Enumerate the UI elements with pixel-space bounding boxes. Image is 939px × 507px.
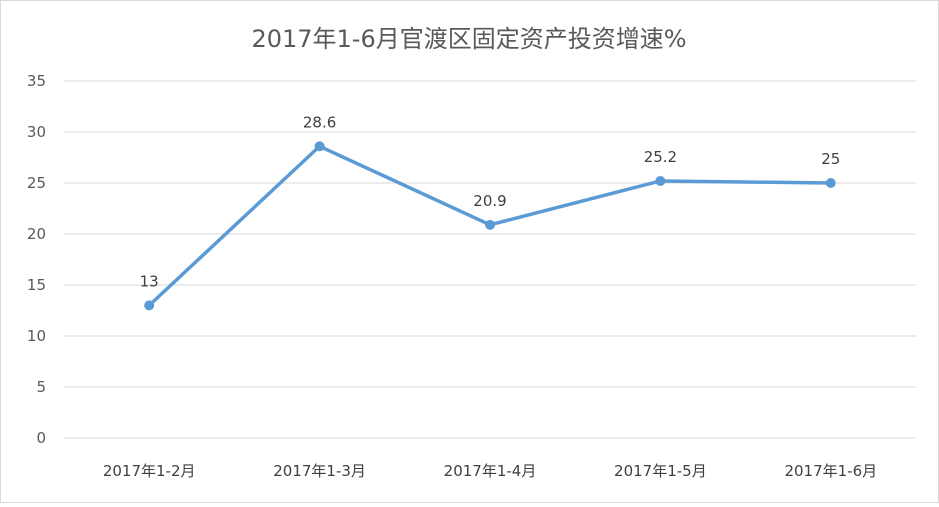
y-axis-ticks: 0 5 10 15 20 25 30 35: [27, 72, 46, 447]
series-layer: [144, 141, 836, 311]
data-label: 25.2: [644, 148, 677, 166]
data-point: [485, 219, 495, 230]
x-tick-label: 2017年1-2月: [103, 462, 196, 480]
data-label: 13: [140, 272, 159, 290]
y-tick-label: 15: [27, 276, 46, 294]
x-tick-label: 2017年1-6月: [784, 462, 877, 480]
x-axis-ticks: 2017年1-2月 2017年1-3月 2017年1-4月 2017年1-5月 2017…: [103, 462, 877, 480]
chart-title: 2017年1-6月官渡区固定资产投资增速%: [251, 25, 686, 53]
y-tick-label: 10: [27, 327, 46, 345]
data-point: [655, 175, 666, 186]
y-tick-label: 25: [27, 174, 46, 192]
x-tick-label: 2017年1-5月: [614, 462, 707, 480]
data-point: [314, 141, 325, 152]
y-tick-label: 20: [27, 225, 46, 243]
x-tick-label: 2017年1-3月: [273, 462, 366, 480]
data-label: 25: [821, 150, 840, 168]
data-labels: 13 28.6 20.9 25.2 25: [140, 113, 841, 290]
data-point: [825, 178, 836, 188]
data-label: 20.9: [473, 192, 506, 210]
y-tick-label: 30: [27, 123, 46, 141]
y-tick-label: 35: [27, 72, 46, 90]
data-label: 28.6: [303, 113, 336, 131]
gridlines: [64, 80, 916, 439]
x-tick-label: 2017年1-4月: [444, 462, 537, 480]
data-point: [144, 300, 155, 311]
y-tick-label: 5: [36, 378, 46, 396]
y-tick-label: 0: [36, 429, 46, 447]
